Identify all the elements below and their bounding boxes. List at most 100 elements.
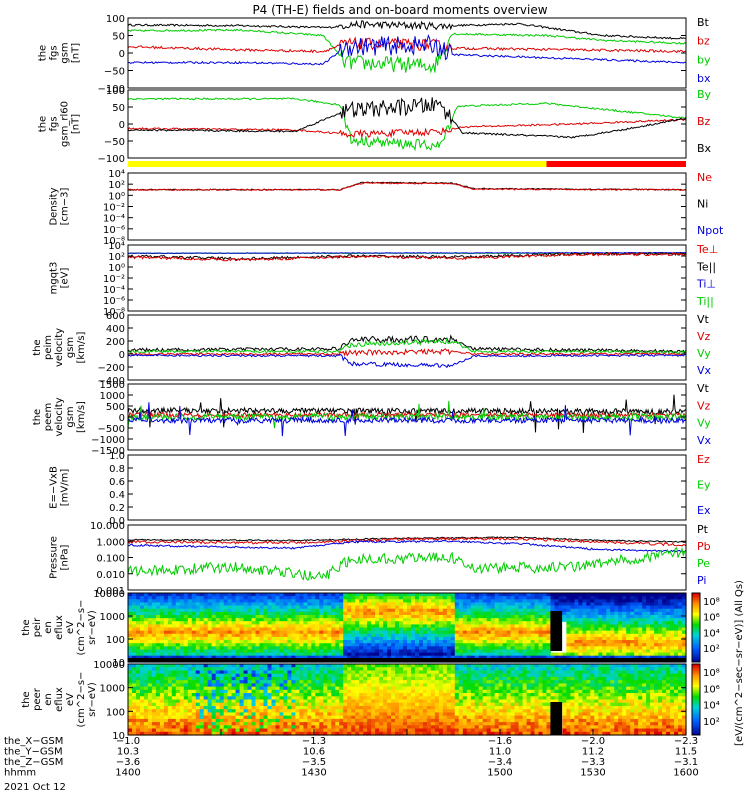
spectrogram-cell xyxy=(175,728,181,733)
spectrogram-cell xyxy=(159,649,165,654)
spectrogram-cell xyxy=(526,646,532,650)
spectrogram-cell xyxy=(522,618,528,622)
spectrogram-cell xyxy=(187,652,193,657)
spectrogram-cell xyxy=(682,618,687,622)
spectrogram-cell xyxy=(542,608,548,613)
spectrogram-cell xyxy=(442,630,448,635)
spectrogram-cell xyxy=(387,611,392,616)
spectrogram-cell xyxy=(574,655,579,660)
spectrogram-cell xyxy=(506,596,512,600)
spectrogram-cell xyxy=(450,627,456,632)
spectrogram-cell xyxy=(207,608,213,613)
spectrogram-cell xyxy=(363,725,368,730)
spectrogram-cell xyxy=(662,627,667,632)
spectrogram-cell xyxy=(311,664,316,668)
spectrogram-cell xyxy=(403,693,408,697)
spectrogram-cell xyxy=(315,664,320,668)
spectrogram-cell xyxy=(506,649,512,654)
spectrogram-cell xyxy=(658,611,663,616)
spectrogram-cell xyxy=(183,702,189,707)
spectrogram-cell xyxy=(271,630,277,635)
spectrogram-cell xyxy=(211,646,217,650)
spectrogram-cell xyxy=(622,630,627,635)
spectrogram-cell xyxy=(363,605,368,610)
spectrogram-cell xyxy=(462,618,468,622)
spectrogram-cell xyxy=(594,655,599,660)
spectrogram-cell xyxy=(203,725,209,730)
spectrogram-cell xyxy=(522,624,528,629)
spectrogram-cell xyxy=(315,630,320,635)
spectrogram-cell xyxy=(434,630,440,635)
spectrogram-cell xyxy=(538,636,544,641)
spectrogram-cell xyxy=(243,615,249,619)
spectrogram-cell xyxy=(442,655,448,660)
spectrogram-cell xyxy=(235,673,241,678)
spectrogram-cell xyxy=(235,693,241,697)
series-peem-Vy xyxy=(127,400,687,430)
spectrogram-cell xyxy=(223,605,229,610)
spectrogram-cell xyxy=(462,611,468,616)
spectrogram-cell xyxy=(650,633,655,638)
spectrogram-cell xyxy=(347,722,352,726)
spectrogram-cell xyxy=(383,683,388,688)
spectrogram-cell xyxy=(598,599,603,603)
spectrogram-cell xyxy=(415,673,420,678)
spectrogram-cell xyxy=(642,602,647,607)
spectrogram-cell xyxy=(438,593,444,597)
spectrogram-cell xyxy=(343,636,348,641)
spectrogram-cell xyxy=(395,725,400,730)
spectrogram-cell xyxy=(430,715,436,720)
spectrogram-cell xyxy=(490,643,496,647)
spectrogram-cell xyxy=(383,693,388,697)
spectrogram-cell xyxy=(498,640,504,644)
spectrogram-cell xyxy=(634,627,639,632)
spectrogram-cell xyxy=(590,618,595,622)
spectrogram-cell xyxy=(315,680,320,684)
spectrogram-cell xyxy=(454,709,460,713)
spectrogram-cell xyxy=(379,676,384,681)
spectrogram-cell xyxy=(383,709,388,713)
spectrogram-cell xyxy=(638,652,643,657)
spectrogram-cell xyxy=(343,605,348,610)
spectrogram-cell xyxy=(219,706,225,710)
spectrogram-cell xyxy=(446,633,452,638)
spectrogram-cell xyxy=(295,630,300,635)
spectrogram-cell xyxy=(419,696,424,701)
spectrogram-cell xyxy=(419,652,424,657)
spectrogram-cell xyxy=(518,649,524,654)
spectrogram-cell xyxy=(327,709,332,713)
spectrogram-cell xyxy=(299,728,304,733)
spectrogram-cell xyxy=(538,611,544,616)
spectrogram-cell xyxy=(239,722,245,726)
spectrogram-cell xyxy=(279,712,285,717)
spectrogram-cell xyxy=(187,633,193,638)
spectrogram-cell xyxy=(259,731,265,736)
spectrogram-cell xyxy=(199,718,205,723)
spectrogram-cell xyxy=(223,636,229,641)
spectrogram-cell xyxy=(542,596,548,600)
spectrogram-cell xyxy=(303,618,308,622)
spectrogram-cell xyxy=(187,718,193,723)
spectrogram-cell xyxy=(450,646,456,650)
spectrogram-cell xyxy=(407,709,412,713)
spectrogram-cell xyxy=(263,722,269,726)
spectrogram-cell xyxy=(426,702,432,707)
spectrogram-cell xyxy=(570,646,575,650)
spectrogram-cell xyxy=(187,643,193,647)
spectrogram-cell xyxy=(223,725,229,730)
spectrogram-cell xyxy=(582,624,587,629)
spectrogram-cell xyxy=(582,615,587,619)
spectrogram-cell xyxy=(458,712,464,717)
spectrogram-cell xyxy=(195,596,201,600)
spectrogram-cell xyxy=(482,608,488,613)
spectrogram-cell xyxy=(411,718,416,723)
spectrogram-cell xyxy=(450,693,456,697)
spectrogram-cell xyxy=(538,630,544,635)
spectrogram-cell xyxy=(283,699,288,704)
spectrogram-cell xyxy=(215,715,221,720)
spectrogram-cell xyxy=(403,611,408,616)
spectrogram-cell xyxy=(582,649,587,654)
spectrogram-cell xyxy=(590,655,595,660)
spectrogram-cell xyxy=(259,627,265,632)
spectrogram-cell xyxy=(470,649,476,654)
